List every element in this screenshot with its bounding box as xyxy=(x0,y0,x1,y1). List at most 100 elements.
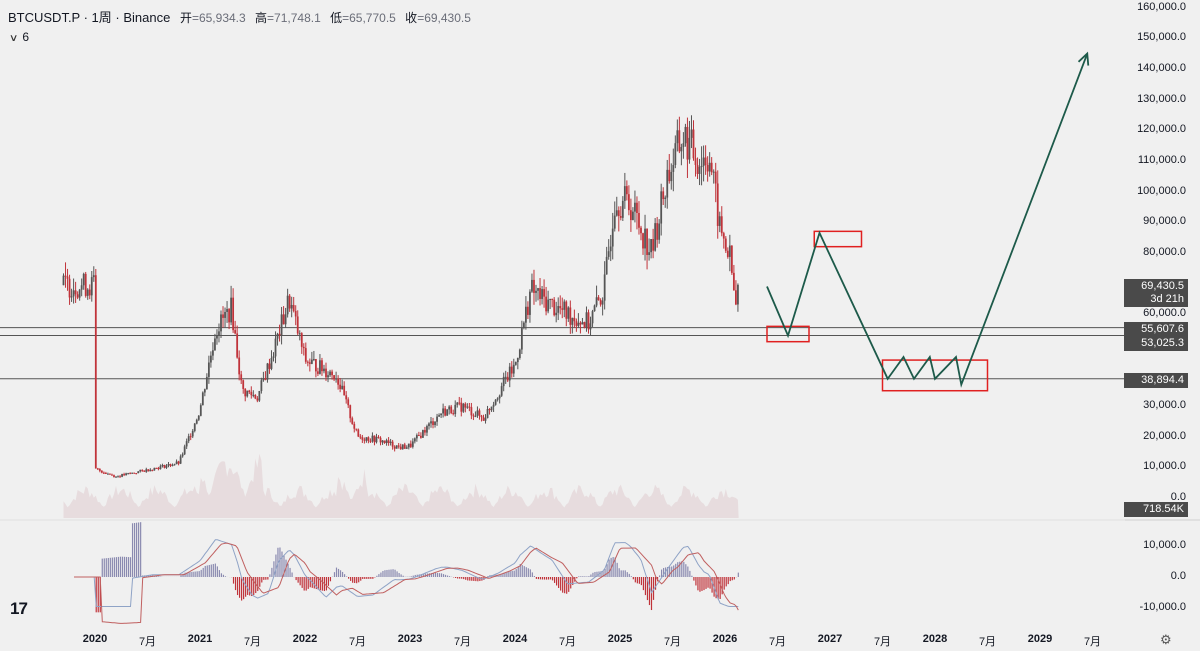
candle xyxy=(127,473,130,475)
candle xyxy=(197,415,200,420)
candle xyxy=(565,301,568,319)
candle xyxy=(694,158,697,165)
candle xyxy=(674,143,677,165)
candle xyxy=(407,443,410,448)
volume-tag: 718.54K xyxy=(1124,502,1188,517)
level-tag: 55,607.6 xyxy=(1124,322,1188,337)
time-axis-label: 2023 xyxy=(397,633,423,645)
candle xyxy=(199,405,202,416)
candle xyxy=(668,169,671,182)
candle xyxy=(139,469,142,472)
candle xyxy=(690,129,693,138)
candle xyxy=(317,371,319,374)
time-axis-label: 2024 xyxy=(502,633,528,645)
candle xyxy=(516,357,519,363)
time-axis-label: 7月 xyxy=(243,636,262,648)
candle xyxy=(131,472,134,474)
time-axis-label: 2027 xyxy=(817,633,843,645)
candle xyxy=(64,275,67,277)
candle xyxy=(323,368,325,372)
candle xyxy=(98,468,101,471)
time-axis-label: 2021 xyxy=(187,633,213,645)
candle xyxy=(230,297,232,323)
candle xyxy=(454,404,457,415)
tradingview-logo[interactable]: 17 xyxy=(10,599,28,618)
candle xyxy=(210,355,212,363)
candle xyxy=(115,476,117,478)
indicator-count: 6 xyxy=(22,30,30,44)
candle xyxy=(266,363,269,380)
candle xyxy=(664,197,667,200)
candle xyxy=(440,413,442,416)
candle xyxy=(234,330,237,334)
candle xyxy=(522,322,525,328)
candle xyxy=(294,310,297,317)
candle xyxy=(242,380,245,389)
indicator-toggle[interactable]: ∨ 6 xyxy=(8,30,30,44)
symbol-title[interactable]: BTCUSDT.P · 1周 · Binance xyxy=(8,10,171,25)
candle xyxy=(260,380,263,391)
time-axis-label: 7月 xyxy=(138,636,157,648)
candle xyxy=(601,300,604,305)
candle xyxy=(161,465,164,467)
candle xyxy=(716,183,719,226)
arrowhead-icon xyxy=(1077,51,1090,66)
candle xyxy=(490,406,493,411)
candle xyxy=(446,409,449,416)
candle xyxy=(498,395,501,399)
candle xyxy=(712,171,715,173)
candle xyxy=(549,298,552,300)
price-axis-label: 0.0 xyxy=(1170,491,1186,503)
candle xyxy=(86,289,89,296)
candle xyxy=(363,439,366,441)
candle xyxy=(541,289,543,299)
candle xyxy=(458,402,461,404)
candle xyxy=(640,227,642,234)
candle xyxy=(218,331,220,336)
candle xyxy=(236,333,239,358)
time-axis-label: 2020 xyxy=(82,633,108,645)
price-axis-label: 60,000.0 xyxy=(1143,307,1186,320)
gear-icon[interactable]: ⚙ xyxy=(1160,632,1172,647)
chevron-down-icon[interactable]: ∨ xyxy=(8,33,19,44)
candle xyxy=(553,299,556,316)
candle xyxy=(496,398,499,400)
candle xyxy=(226,309,228,312)
candle xyxy=(644,228,646,249)
candle xyxy=(327,375,329,378)
candle xyxy=(652,239,655,251)
candle xyxy=(411,441,414,447)
candle xyxy=(102,472,105,474)
candle xyxy=(381,440,384,443)
candle xyxy=(141,469,144,471)
candle xyxy=(121,474,123,477)
candle xyxy=(460,402,463,412)
candle xyxy=(76,294,79,298)
candle xyxy=(504,376,507,378)
candle xyxy=(676,130,679,144)
candle xyxy=(535,290,537,293)
candle xyxy=(593,305,596,312)
candle xyxy=(193,423,196,431)
candle xyxy=(250,392,253,396)
candle xyxy=(175,461,178,465)
candle xyxy=(720,216,723,234)
candle xyxy=(434,421,436,426)
candle xyxy=(500,386,503,396)
candle xyxy=(666,169,669,198)
candle xyxy=(591,311,594,324)
candle xyxy=(228,309,230,323)
candle xyxy=(157,467,160,470)
candle xyxy=(357,429,360,437)
candle xyxy=(62,275,65,286)
candle xyxy=(492,404,495,407)
candle xyxy=(611,228,614,247)
countdown-tag: 3d 21h xyxy=(1124,292,1188,307)
candle xyxy=(710,162,713,173)
time-axis-label: 2028 xyxy=(922,633,948,645)
candle xyxy=(173,464,176,466)
candle xyxy=(428,423,430,427)
candle xyxy=(280,314,283,336)
candle xyxy=(646,228,648,256)
